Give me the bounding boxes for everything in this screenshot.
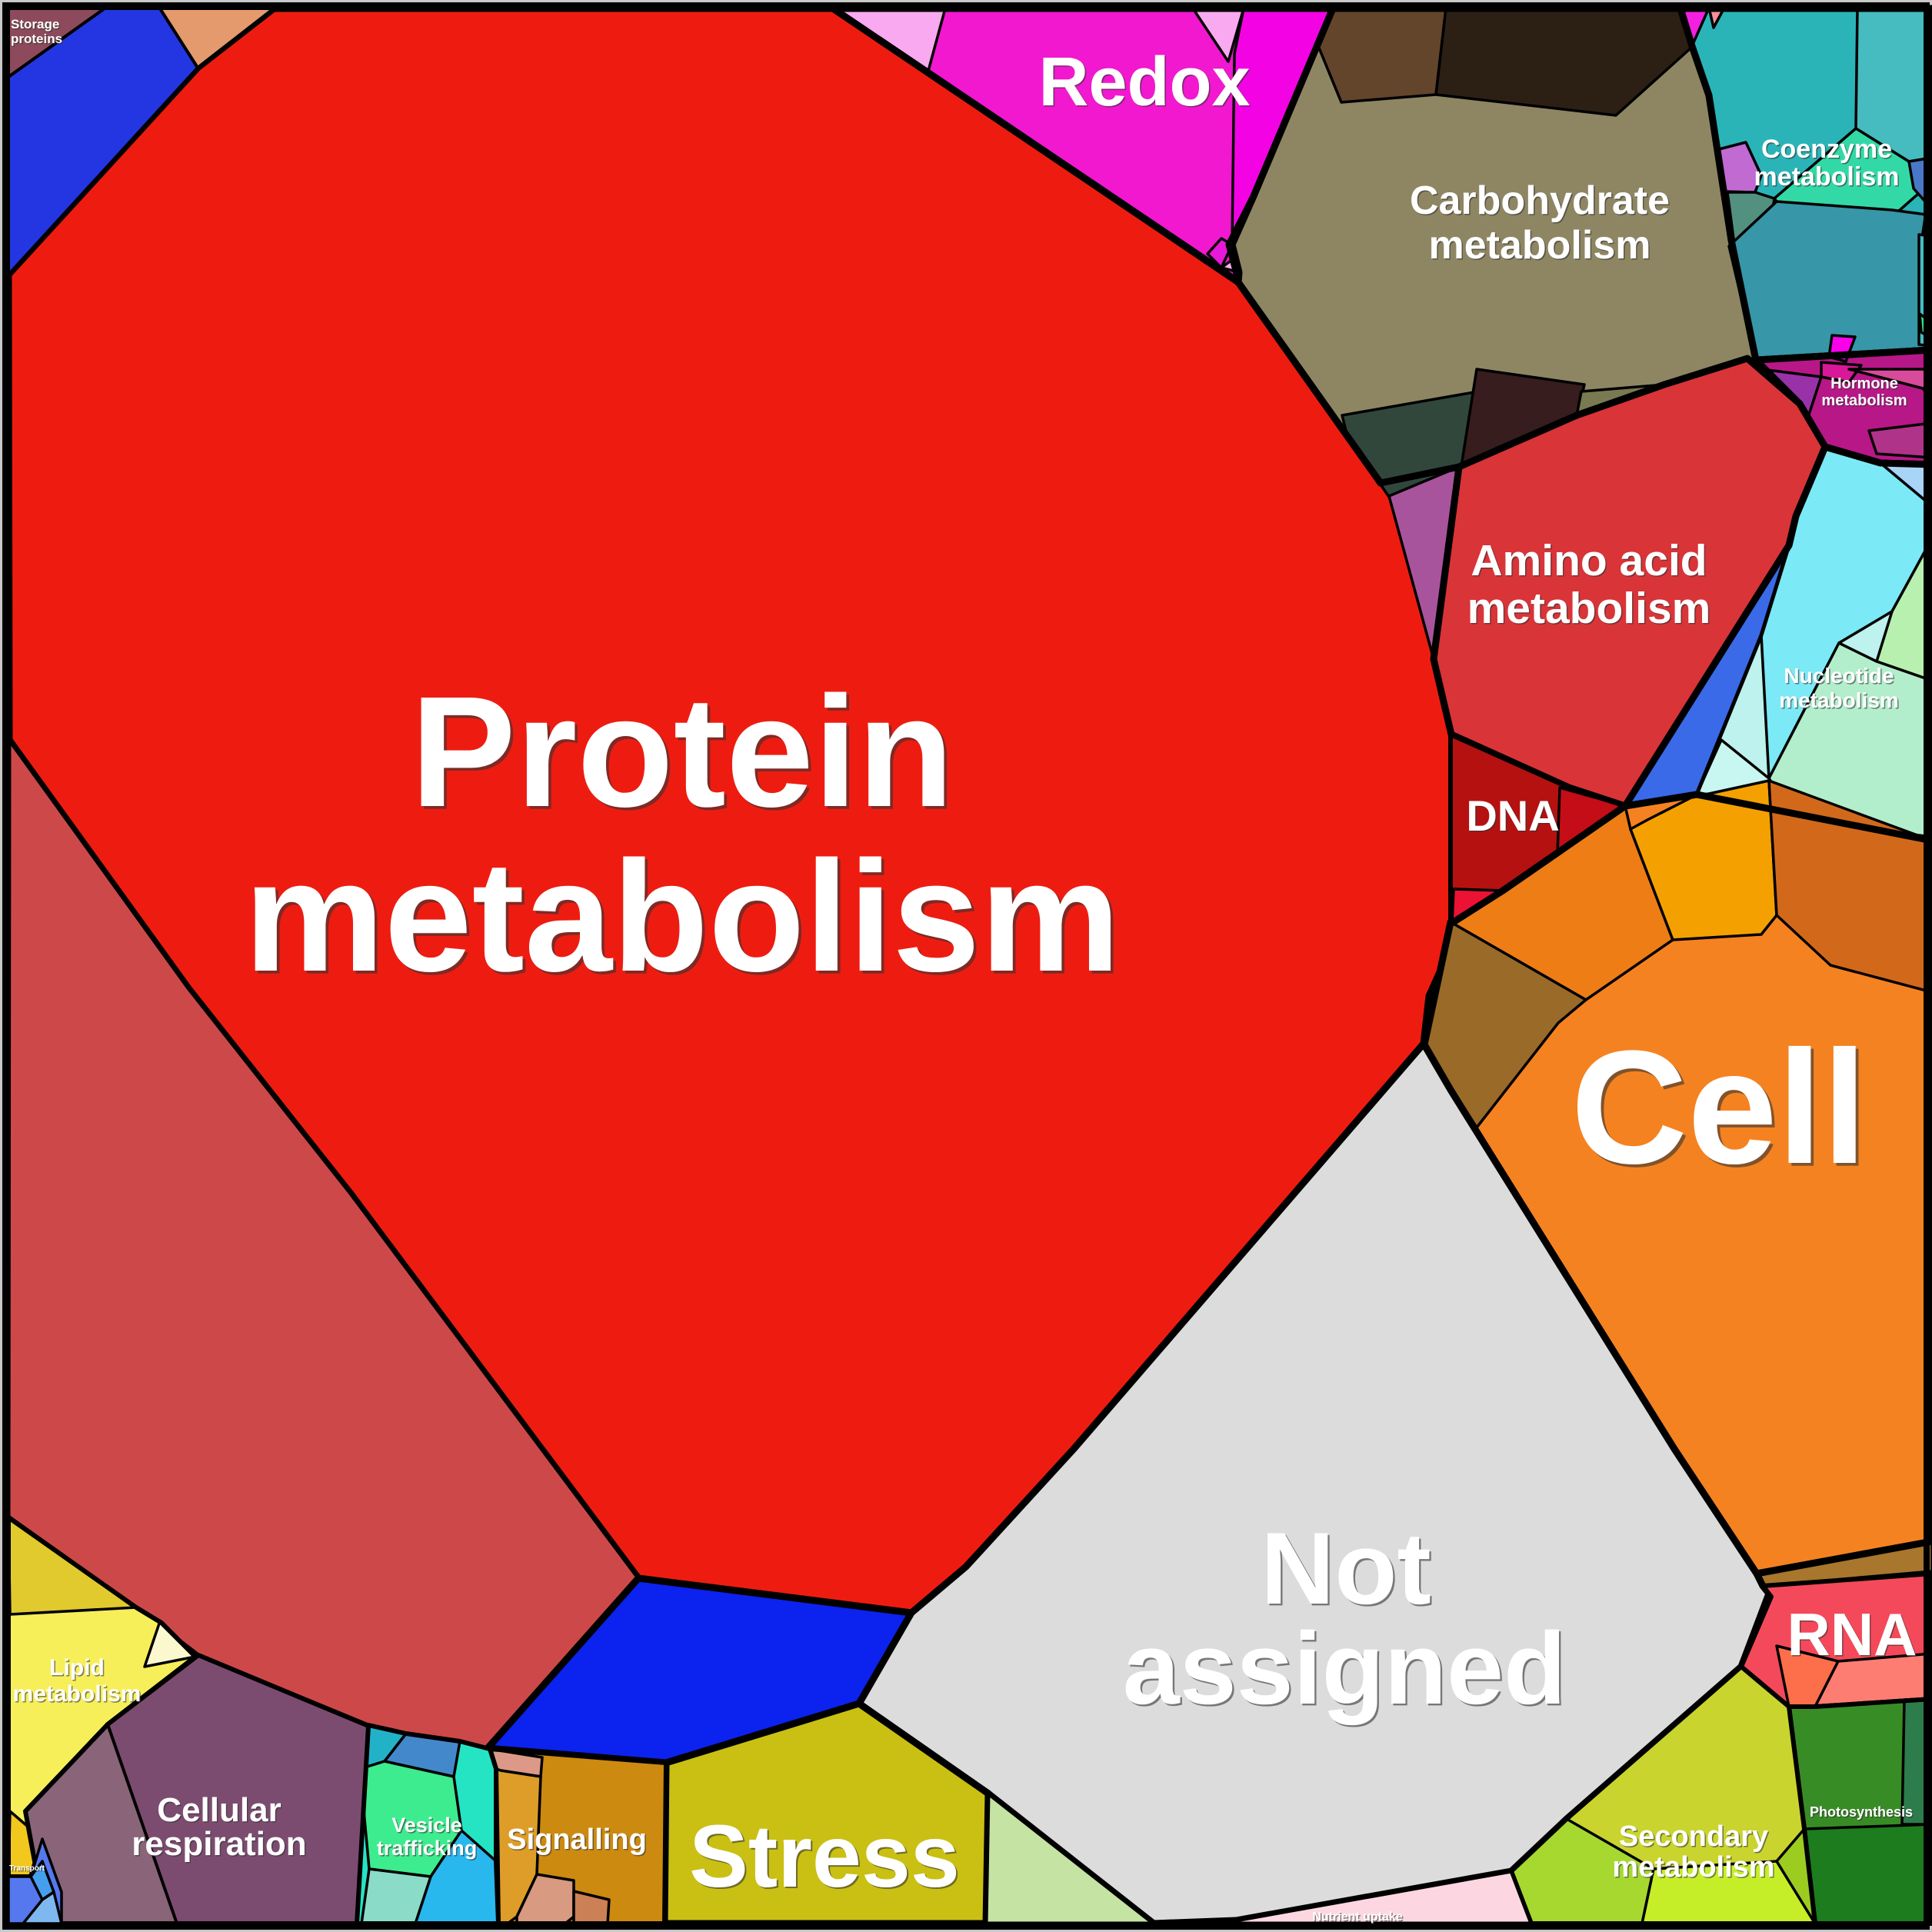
svg-text:metabolism: metabolism (244, 828, 1120, 1004)
svg-text:Cellular: Cellular (158, 1793, 282, 1830)
svg-text:Protein: Protein (411, 664, 954, 840)
svg-text:respiration: respiration (133, 1827, 308, 1864)
svg-text:Vesicle: Vesicle (393, 1815, 464, 1838)
svg-text:Nutrient uptake: Nutrient uptake (1312, 1910, 1402, 1924)
svg-text:Nutrient uptake: Nutrient uptake (1314, 1912, 1404, 1925)
svg-text:Hormone: Hormone (1832, 377, 1900, 394)
svg-text:Lipid: Lipid (49, 1655, 105, 1681)
svg-text:Not: Not (1261, 1512, 1431, 1626)
svg-text:metabolism: metabolism (1755, 164, 1900, 193)
svg-text:metabolism: metabolism (1780, 690, 1900, 714)
svg-text:assigned: assigned (1124, 1614, 1568, 1727)
svg-text:metabolism: metabolism (1779, 688, 1899, 712)
svg-text:metabolism: metabolism (14, 1683, 142, 1708)
svg-text:Transport: Transport (9, 1864, 45, 1873)
svg-text:assigned: assigned (1123, 1612, 1567, 1726)
svg-text:Coenzyme: Coenzyme (1762, 136, 1893, 165)
svg-text:proteins: proteins (12, 33, 64, 48)
svg-text:Hormone: Hormone (1830, 375, 1898, 392)
svg-text:RNA: RNA (1788, 1602, 1918, 1670)
svg-text:metabolism: metabolism (1612, 1851, 1774, 1884)
svg-text:DNA: DNA (1467, 793, 1561, 841)
svg-text:Stress: Stress (691, 1809, 961, 1907)
svg-text:Storage: Storage (12, 18, 61, 33)
svg-text:metabolism: metabolism (1821, 392, 1907, 409)
svg-text:Photosynthesis: Photosynthesis (1810, 1806, 1914, 1821)
svg-text:RNA: RNA (1787, 1601, 1917, 1668)
svg-text:proteins: proteins (11, 32, 62, 46)
svg-text:Stress: Stress (689, 1807, 960, 1906)
svg-text:Cellular: Cellular (157, 1791, 281, 1829)
svg-text:Storage: Storage (11, 17, 59, 32)
svg-text:Signalling: Signalling (508, 1825, 648, 1857)
svg-text:Nucleotide: Nucleotide (1784, 664, 1894, 688)
svg-text:Redox: Redox (1038, 44, 1250, 121)
svg-text:metabolism: metabolism (1468, 585, 1712, 635)
svg-text:metabolism: metabolism (247, 831, 1123, 1008)
svg-text:Nucleotide: Nucleotide (1785, 665, 1895, 689)
svg-text:metabolism: metabolism (1823, 394, 1908, 411)
svg-text:Cell: Cell (1571, 1017, 1867, 1198)
svg-text:Vesicle: Vesicle (391, 1814, 462, 1837)
svg-text:Cell: Cell (1574, 1020, 1870, 1201)
svg-text:metabolism: metabolism (13, 1681, 142, 1707)
svg-text:Photosynthesis: Photosynthesis (1810, 1804, 1913, 1820)
svg-text:Secondary: Secondary (1620, 1822, 1769, 1854)
svg-text:Transport: Transport (11, 1866, 47, 1874)
svg-text:Amino acid: Amino acid (1472, 538, 1708, 587)
svg-text:trafficking: trafficking (378, 1838, 478, 1861)
svg-text:Protein: Protein (414, 667, 957, 843)
svg-text:metabolism: metabolism (1614, 1853, 1776, 1885)
svg-text:Carbohydrate: Carbohydrate (1410, 178, 1670, 223)
svg-text:Amino acid: Amino acid (1471, 536, 1707, 585)
svg-text:DNA: DNA (1466, 791, 1559, 840)
svg-text:metabolism: metabolism (1429, 223, 1651, 268)
svg-text:metabolism: metabolism (1754, 162, 1900, 192)
svg-text:Carbohydrate: Carbohydrate (1411, 180, 1671, 225)
svg-text:trafficking: trafficking (377, 1837, 478, 1860)
svg-text:metabolism: metabolism (1467, 584, 1711, 633)
svg-text:metabolism: metabolism (1430, 225, 1652, 269)
svg-text:Lipid: Lipid (51, 1657, 106, 1682)
svg-text:Coenzyme: Coenzyme (1761, 135, 1892, 164)
svg-text:Secondary: Secondary (1619, 1820, 1768, 1853)
svg-text:Redox: Redox (1040, 45, 1251, 122)
svg-text:Not: Not (1263, 1514, 1434, 1627)
svg-text:Signalling: Signalling (507, 1824, 647, 1856)
svg-text:respiration: respiration (132, 1825, 306, 1863)
